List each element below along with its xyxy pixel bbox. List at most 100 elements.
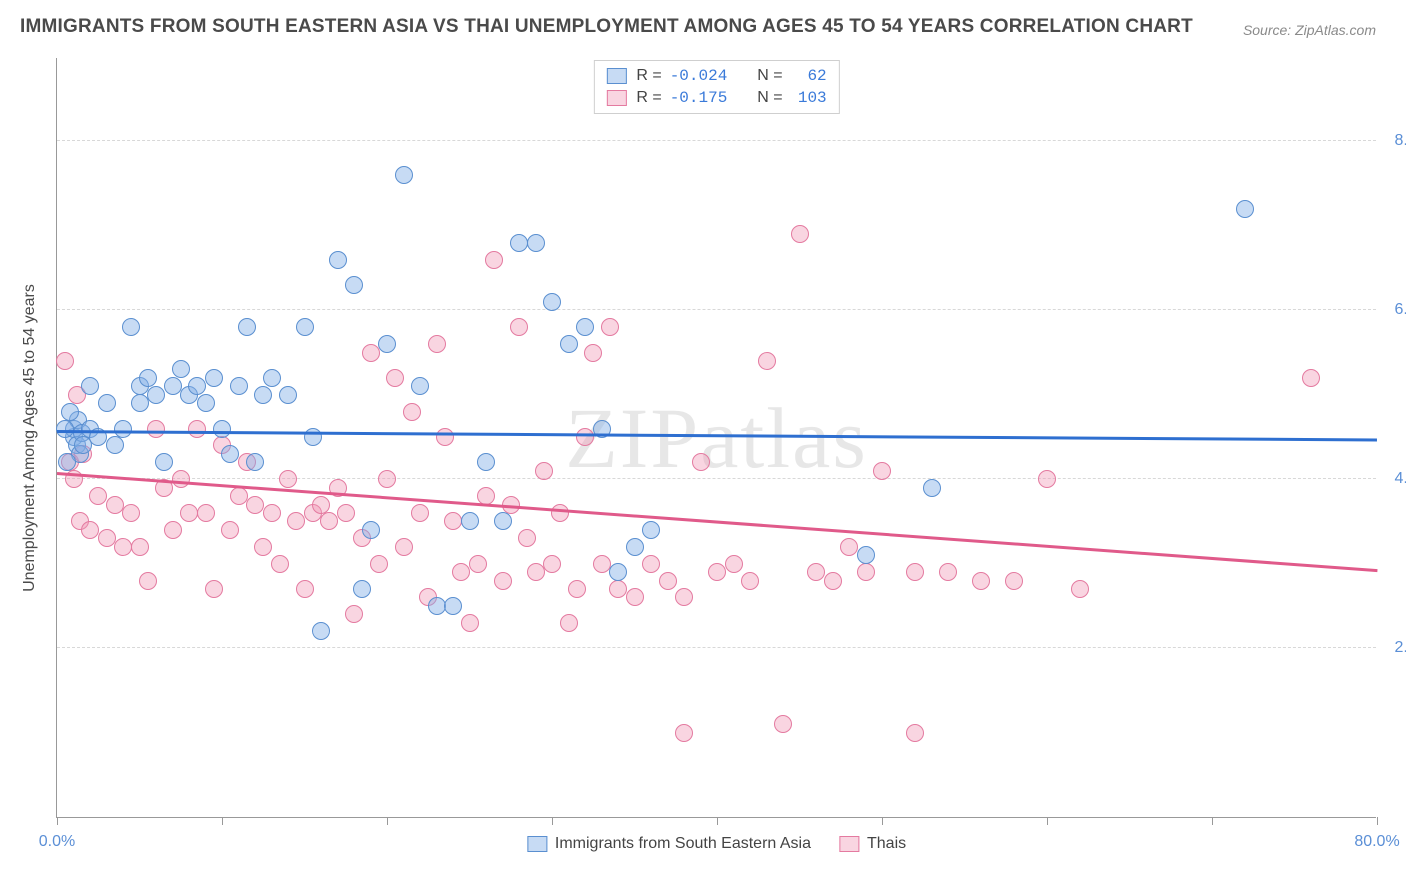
x-tick [387, 817, 388, 825]
data-point-sea [444, 597, 462, 615]
data-point-thai [609, 580, 627, 598]
data-point-sea [329, 251, 347, 269]
data-point-sea [114, 420, 132, 438]
data-point-sea [221, 445, 239, 463]
r-value-thai: -0.175 [670, 87, 728, 109]
data-point-thai [741, 572, 759, 590]
data-point-thai [89, 487, 107, 505]
data-point-thai [56, 352, 74, 370]
data-point-sea [857, 546, 875, 564]
data-point-thai [378, 470, 396, 488]
data-point-thai [601, 318, 619, 336]
data-point-thai [81, 521, 99, 539]
swatch-sea [527, 836, 547, 852]
data-point-thai [469, 555, 487, 573]
data-point-sea [230, 377, 248, 395]
data-point-thai [708, 563, 726, 581]
data-point-thai [485, 251, 503, 269]
trend-line-sea [57, 430, 1377, 441]
gridline [57, 140, 1376, 141]
data-point-thai [345, 605, 363, 623]
data-point-thai [403, 403, 421, 421]
gridline [57, 309, 1376, 310]
data-point-sea [122, 318, 140, 336]
data-point-sea [642, 521, 660, 539]
data-point-thai [122, 504, 140, 522]
data-point-thai [791, 225, 809, 243]
data-point-sea [131, 394, 149, 412]
y-tick-label: 4.0% [1395, 470, 1406, 488]
legend-label-sea: Immigrants from South Eastern Asia [555, 835, 811, 853]
data-point-thai [527, 563, 545, 581]
data-point-thai [560, 614, 578, 632]
gridline [57, 647, 1376, 648]
data-point-thai [106, 496, 124, 514]
data-point-thai [180, 504, 198, 522]
data-point-sea [238, 318, 256, 336]
data-point-thai [320, 512, 338, 530]
data-point-sea [61, 403, 79, 421]
data-point-sea [98, 394, 116, 412]
data-point-sea [56, 420, 74, 438]
data-point-thai [147, 420, 165, 438]
data-point-thai [197, 504, 215, 522]
data-point-sea [155, 453, 173, 471]
data-point-thai [436, 428, 454, 446]
data-point-thai [164, 521, 182, 539]
data-point-thai [906, 724, 924, 742]
data-point-sea [626, 538, 644, 556]
data-point-thai [188, 420, 206, 438]
data-point-thai [659, 572, 677, 590]
data-point-thai [642, 555, 660, 573]
data-point-sea [58, 453, 76, 471]
data-point-thai [551, 504, 569, 522]
n-label: N = [757, 65, 782, 87]
data-point-sea [353, 580, 371, 598]
data-point-sea [510, 234, 528, 252]
data-point-thai [568, 580, 586, 598]
data-point-sea [362, 521, 380, 539]
legend-item-sea: Immigrants from South Eastern Asia [527, 835, 811, 853]
legend-label-thai: Thais [867, 835, 906, 853]
data-point-thai [824, 572, 842, 590]
data-point-sea [106, 436, 124, 454]
data-point-thai [98, 529, 116, 547]
data-point-thai [543, 555, 561, 573]
data-point-thai [1038, 470, 1056, 488]
data-point-sea [576, 318, 594, 336]
data-point-sea [188, 377, 206, 395]
data-point-thai [494, 572, 512, 590]
n-value-thai: 103 [791, 87, 827, 109]
x-tick [552, 817, 553, 825]
data-point-sea [147, 386, 165, 404]
data-point-thai [461, 614, 479, 632]
data-point-sea [279, 386, 297, 404]
data-point-thai [510, 318, 528, 336]
n-value-sea: 62 [791, 65, 827, 87]
data-point-thai [518, 529, 536, 547]
y-tick-label: 6.0% [1395, 301, 1406, 319]
data-point-thai [692, 453, 710, 471]
swatch-thai [839, 836, 859, 852]
data-point-sea [543, 293, 561, 311]
data-point-thai [675, 724, 693, 742]
data-point-thai [675, 588, 693, 606]
x-tick-label: 0.0% [39, 833, 75, 851]
data-point-sea [560, 335, 578, 353]
data-point-thai [758, 352, 776, 370]
data-point-thai [221, 521, 239, 539]
data-point-thai [593, 555, 611, 573]
data-point-sea [246, 453, 264, 471]
data-point-thai [312, 496, 330, 514]
data-point-thai [807, 563, 825, 581]
data-point-sea [494, 512, 512, 530]
data-point-sea [527, 234, 545, 252]
data-point-thai [1071, 580, 1089, 598]
data-point-thai [452, 563, 470, 581]
data-point-thai [626, 588, 644, 606]
data-point-sea [395, 166, 413, 184]
data-point-thai [725, 555, 743, 573]
data-point-thai [840, 538, 858, 556]
data-point-sea [1236, 200, 1254, 218]
legend-row-thai: R = -0.175 N = 103 [606, 87, 826, 109]
